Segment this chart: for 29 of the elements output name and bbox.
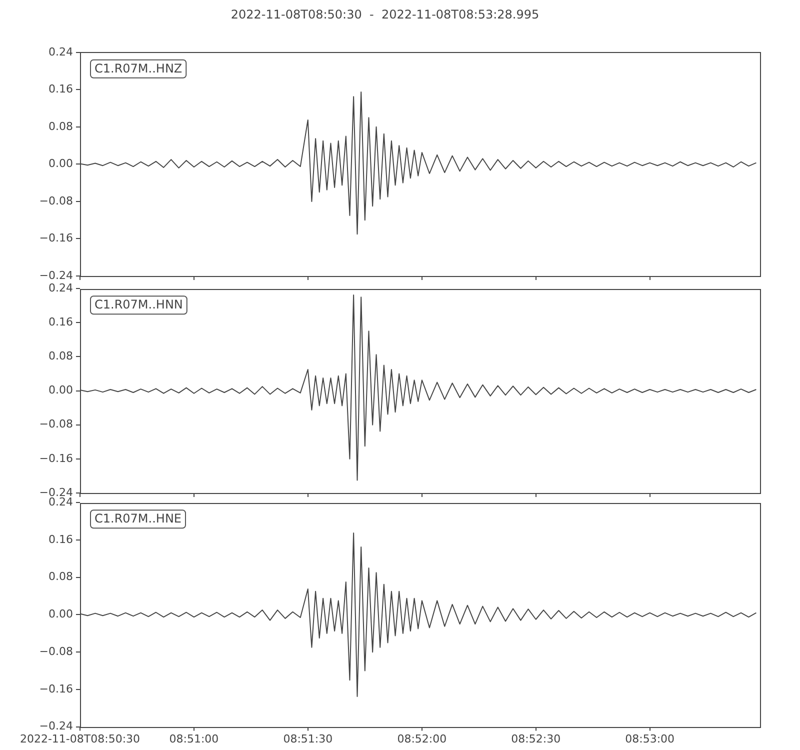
y-tick-label: 0.00 (48, 384, 73, 397)
x-tick-label: 08:53:00 (625, 732, 675, 746)
annotation: C1.R07M..HNZ (94, 62, 182, 76)
y-tick-label: −0.16 (39, 682, 73, 696)
y-tick-label: −0.16 (39, 232, 73, 245)
y-tick-label: 0.24 (48, 45, 73, 58)
x-tick-label: 2022-11-08T08:50:30 (20, 732, 140, 746)
y-tick-label: 0.00 (48, 608, 73, 621)
y-tick-label: 0.24 (48, 281, 73, 294)
y-tick-label: −0.16 (39, 452, 73, 465)
x-tick-label: 08:52:00 (397, 732, 447, 746)
y-tick-label: 0.16 (48, 532, 73, 546)
y-tick-label: 0.00 (48, 157, 73, 170)
y-tick-label: 0.16 (48, 316, 73, 329)
annotation: C1.R07M..HNE (94, 512, 182, 526)
y-tick-label: −0.08 (39, 644, 73, 658)
annotation: C1.R07M..HNN (94, 298, 183, 312)
chart-title: 2022-11-08T08:50:30 - 2022-11-08T08:53:28.995 (230, 7, 540, 22)
x-tick-label: 08:51:30 (283, 732, 333, 746)
x-tick-label: 08:51:00 (169, 732, 219, 746)
y-tick-label: 0.08 (48, 570, 73, 584)
x-tick-label: 08:52:30 (511, 732, 561, 746)
y-tick-label: 0.16 (48, 82, 73, 96)
y-tick-label: −0.24 (39, 720, 73, 733)
y-tick-label: −0.08 (39, 194, 73, 208)
y-tick-label: 0.08 (48, 350, 73, 363)
y-tick-label: −0.24 (39, 268, 73, 282)
y-tick-label: −0.08 (39, 418, 73, 431)
y-tick-label: 0.08 (48, 120, 73, 133)
